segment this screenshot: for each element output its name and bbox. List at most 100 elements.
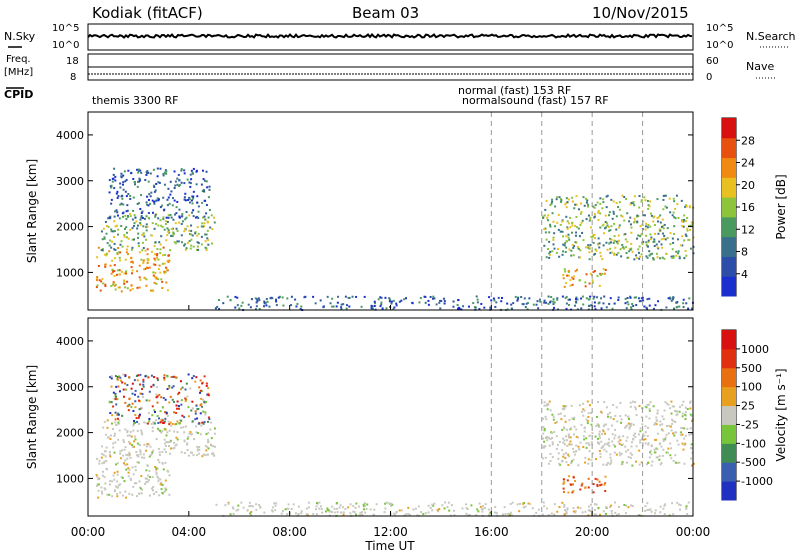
echo-cell	[117, 195, 120, 198]
echo-cell	[646, 508, 649, 511]
echo-cell	[553, 301, 556, 304]
echo-cell	[599, 255, 602, 258]
echo-cell	[521, 303, 524, 306]
echo-cell	[628, 417, 631, 420]
echo-cell	[612, 210, 615, 213]
echo-cell	[574, 298, 577, 301]
echo-cell	[101, 238, 104, 241]
echo-cell	[548, 400, 551, 403]
echo-cell	[161, 254, 164, 257]
echo-cell	[342, 511, 345, 514]
echo-cell	[360, 305, 363, 308]
echo-cell	[180, 419, 183, 422]
echo-cell	[605, 226, 608, 229]
echo-cell	[609, 456, 612, 459]
echo-cell	[168, 202, 171, 205]
echo-cell	[619, 439, 622, 442]
echo-cell	[634, 220, 637, 223]
echo-cell	[116, 486, 119, 489]
echo-cell	[115, 403, 118, 406]
echo-cell	[177, 407, 180, 410]
echo-cell	[575, 195, 578, 198]
echo-cell	[549, 438, 552, 441]
echo-cell	[218, 307, 221, 310]
echo-cell	[556, 297, 559, 300]
echo-cell	[168, 386, 171, 389]
echo-cell	[639, 427, 642, 430]
echo-cell	[207, 243, 210, 246]
echo-cell	[676, 439, 679, 442]
noise-sky-trace	[87, 33, 693, 39]
echo-cell	[427, 303, 430, 306]
echo-cell	[550, 512, 553, 515]
echo-cell	[673, 216, 676, 219]
echo-cell	[104, 450, 107, 453]
echo-cell	[565, 215, 568, 218]
echo-cell	[364, 511, 367, 514]
echo-cell	[617, 234, 620, 237]
echo-cell	[563, 427, 566, 430]
echo-cell	[634, 408, 637, 411]
echo-cell	[369, 508, 372, 511]
echo-cell	[669, 442, 672, 445]
echo-cell	[137, 168, 140, 171]
y-tick-label: 1000	[56, 472, 84, 485]
x-tick-label: 00:00	[71, 525, 106, 539]
echo-cell	[149, 195, 152, 198]
echo-cell	[620, 418, 623, 421]
echo-cell	[557, 228, 560, 231]
echo-cell	[588, 247, 591, 250]
echo-cell	[314, 302, 317, 305]
echo-cell	[571, 283, 574, 286]
echo-cell	[139, 487, 142, 490]
echo-cell	[207, 387, 210, 390]
echo-cell	[574, 203, 577, 206]
echo-cell	[110, 186, 113, 189]
echo-cell	[156, 379, 159, 382]
echo-cell	[551, 198, 554, 201]
echo-cell	[118, 419, 121, 422]
echo-cell	[151, 222, 154, 225]
echo-cell	[108, 401, 111, 404]
echo-cell	[242, 506, 245, 509]
echo-cell	[688, 238, 691, 241]
echo-cell	[574, 270, 577, 273]
echo-cell	[590, 304, 593, 307]
echo-cell	[567, 303, 570, 306]
echo-cell	[579, 224, 582, 227]
echo-cell	[116, 214, 119, 217]
echo-cell	[551, 212, 554, 215]
echo-cell	[96, 475, 99, 478]
echo-cell	[582, 303, 585, 306]
echo-cell	[128, 376, 131, 379]
echo-cell	[602, 268, 605, 271]
echo-cell	[278, 295, 281, 298]
echo-cell	[240, 304, 243, 307]
echo-cell	[140, 406, 143, 409]
echo-cell	[561, 253, 564, 256]
echo-cell	[170, 190, 173, 193]
echo-cell	[567, 233, 570, 236]
echo-cell	[563, 244, 566, 247]
colorbar-segment	[722, 236, 736, 257]
echo-cell	[204, 401, 207, 404]
echo-cell	[670, 412, 673, 415]
echo-cell	[624, 233, 627, 236]
echo-cell	[147, 422, 150, 425]
echo-cell	[666, 402, 669, 405]
echo-cell	[196, 201, 199, 204]
echo-cell	[546, 436, 549, 439]
echo-cell	[206, 220, 209, 223]
echo-cell	[159, 478, 162, 481]
echo-cell	[626, 436, 629, 439]
echo-cell	[132, 209, 135, 212]
echo-cell	[163, 228, 166, 231]
echo-cell	[122, 373, 125, 376]
echo-cell	[593, 513, 596, 516]
echo-cell	[176, 177, 179, 180]
echo-cell	[547, 514, 550, 517]
echo-cell	[157, 199, 160, 202]
echo-cell	[681, 224, 684, 227]
echo-cell	[606, 224, 609, 227]
echo-cell	[638, 405, 641, 408]
